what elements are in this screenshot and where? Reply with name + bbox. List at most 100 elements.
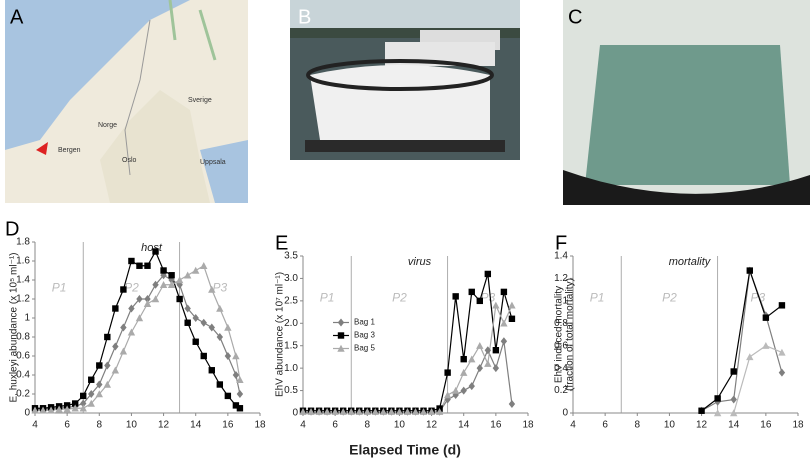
panel-label: A [10, 6, 24, 28]
marker [730, 409, 738, 417]
marker [144, 262, 151, 269]
marker [112, 305, 119, 312]
phase-label: P3 [480, 291, 495, 305]
y-tick-label: 3.5 [284, 251, 298, 262]
annotation: virus [408, 256, 432, 268]
marker [224, 352, 232, 360]
legend-label: Bag 1 [354, 318, 375, 327]
marker [96, 380, 103, 389]
marker [468, 382, 475, 391]
marker [331, 407, 339, 415]
phase-label: P1 [320, 291, 335, 305]
marker [460, 386, 467, 395]
marker [500, 337, 508, 346]
x-tick-label: 14 [190, 420, 202, 431]
y-tick-label: 1.5 [284, 340, 298, 351]
x-tick-label: 14 [458, 420, 470, 431]
marker [160, 267, 167, 274]
marker [492, 301, 500, 309]
marker [208, 285, 216, 293]
marker [500, 319, 508, 327]
marker [452, 293, 459, 300]
y-tick-label: 0.6 [554, 340, 568, 351]
marker [111, 366, 120, 374]
marker [103, 380, 112, 388]
x-tick-label: 18 [522, 420, 534, 431]
x-tick-label: 6 [602, 420, 608, 431]
marker [460, 355, 467, 363]
series-line [701, 270, 783, 412]
series-line [35, 274, 241, 410]
marker [216, 333, 224, 341]
x-tick-label: 14 [728, 420, 740, 431]
marker [508, 301, 516, 309]
legend-label: Bag 5 [354, 344, 375, 353]
panel-label: B [298, 6, 311, 28]
marker [159, 281, 168, 288]
marker [63, 402, 71, 409]
y-tick-label: 1.6 [16, 256, 30, 267]
x-tick-label: 12 [696, 420, 708, 431]
marker [714, 395, 721, 402]
marker [500, 288, 508, 296]
series-line [303, 303, 513, 413]
legend-label: Bag 3 [354, 331, 375, 340]
y-tick-label: 0.8 [16, 332, 30, 343]
marker [778, 302, 786, 309]
marker [71, 404, 79, 412]
y-tick-label: 0 [562, 408, 568, 419]
marker [484, 359, 492, 367]
y-tick-label: 1.4 [554, 251, 568, 262]
marker [216, 304, 224, 312]
y-tick-label: 1 [24, 313, 30, 324]
y-tick-label: 0.2 [16, 389, 30, 400]
marker [508, 400, 516, 409]
marker [119, 347, 128, 355]
marker [200, 352, 207, 360]
marker [395, 407, 404, 415]
x-tick-label: 16 [222, 420, 234, 431]
y-tick-label: 0.4 [16, 370, 30, 381]
marker [127, 328, 136, 336]
marker [224, 392, 232, 400]
series-line [701, 270, 783, 412]
marker [144, 295, 151, 303]
y-axis-label: (fraction of total mortality) [565, 278, 576, 391]
x-tick-label: 8 [365, 420, 371, 431]
marker [762, 342, 770, 349]
marker [355, 407, 363, 415]
marker [236, 390, 244, 398]
marker [120, 323, 127, 332]
panel-label: E [275, 232, 288, 254]
marker [176, 295, 183, 303]
y-tick-label: 2.0 [284, 318, 298, 329]
y-tick-label: 2.5 [284, 295, 298, 306]
marker [427, 407, 436, 415]
y-tick-label: 0 [24, 408, 30, 419]
marker [363, 407, 371, 415]
y-tick-label: 0 [292, 408, 298, 419]
phase-label: P2 [662, 291, 677, 305]
marker [200, 262, 208, 269]
marker [337, 332, 345, 339]
x-axis-label: Elapsed Time (d) [349, 442, 461, 458]
marker [175, 276, 184, 284]
marker [476, 364, 483, 373]
marker [63, 405, 71, 413]
marker [224, 323, 232, 331]
marker [184, 304, 191, 313]
x-tick-label: 6 [64, 420, 70, 431]
marker [492, 347, 500, 354]
y-tick-label: 1.0 [284, 363, 298, 374]
phase-label: P1 [52, 280, 67, 294]
marker [698, 407, 705, 414]
marker [208, 367, 215, 374]
y-axis-label: EhV induced mortality [554, 286, 565, 383]
marker [104, 333, 111, 341]
marker [95, 390, 103, 398]
marker [379, 407, 388, 415]
y-tick-label: 0.6 [16, 351, 30, 362]
map-photo: Norge Sverige Bergen Oslo Uppsala [5, 0, 248, 203]
